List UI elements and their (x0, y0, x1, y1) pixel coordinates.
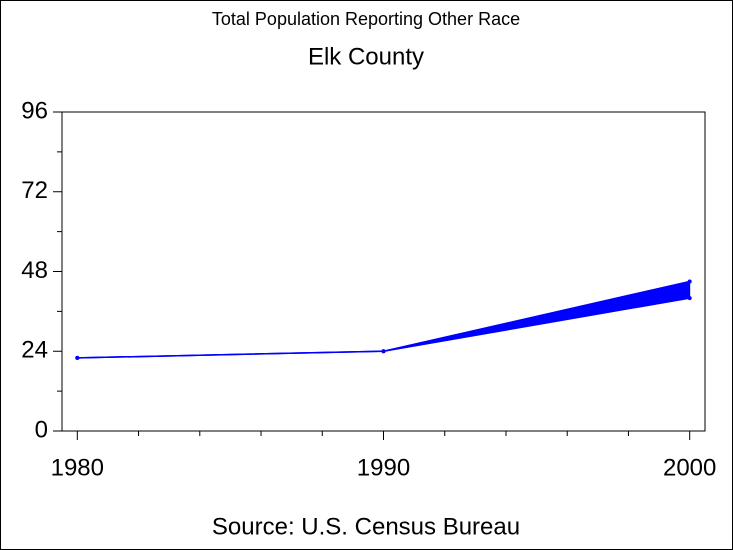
data-point (687, 296, 692, 301)
y-tick-label: 24 (21, 337, 48, 364)
data-point (381, 349, 386, 354)
x-tick-label: 1990 (357, 454, 410, 481)
y-tick-label: 48 (21, 257, 48, 284)
x-tick-label: 1980 (51, 454, 104, 481)
chart-title: Total Population Reporting Other Race (212, 9, 520, 29)
data-point (687, 279, 692, 284)
y-tick-label: 96 (21, 97, 48, 124)
chart-subtitle: Elk County (308, 43, 424, 70)
source-note: Source: U.S. Census Bureau (212, 513, 520, 540)
data-point (75, 355, 80, 360)
y-tick-label: 0 (35, 416, 48, 443)
y-tick-label: 72 (21, 177, 48, 204)
x-tick-label: 2000 (663, 454, 716, 481)
